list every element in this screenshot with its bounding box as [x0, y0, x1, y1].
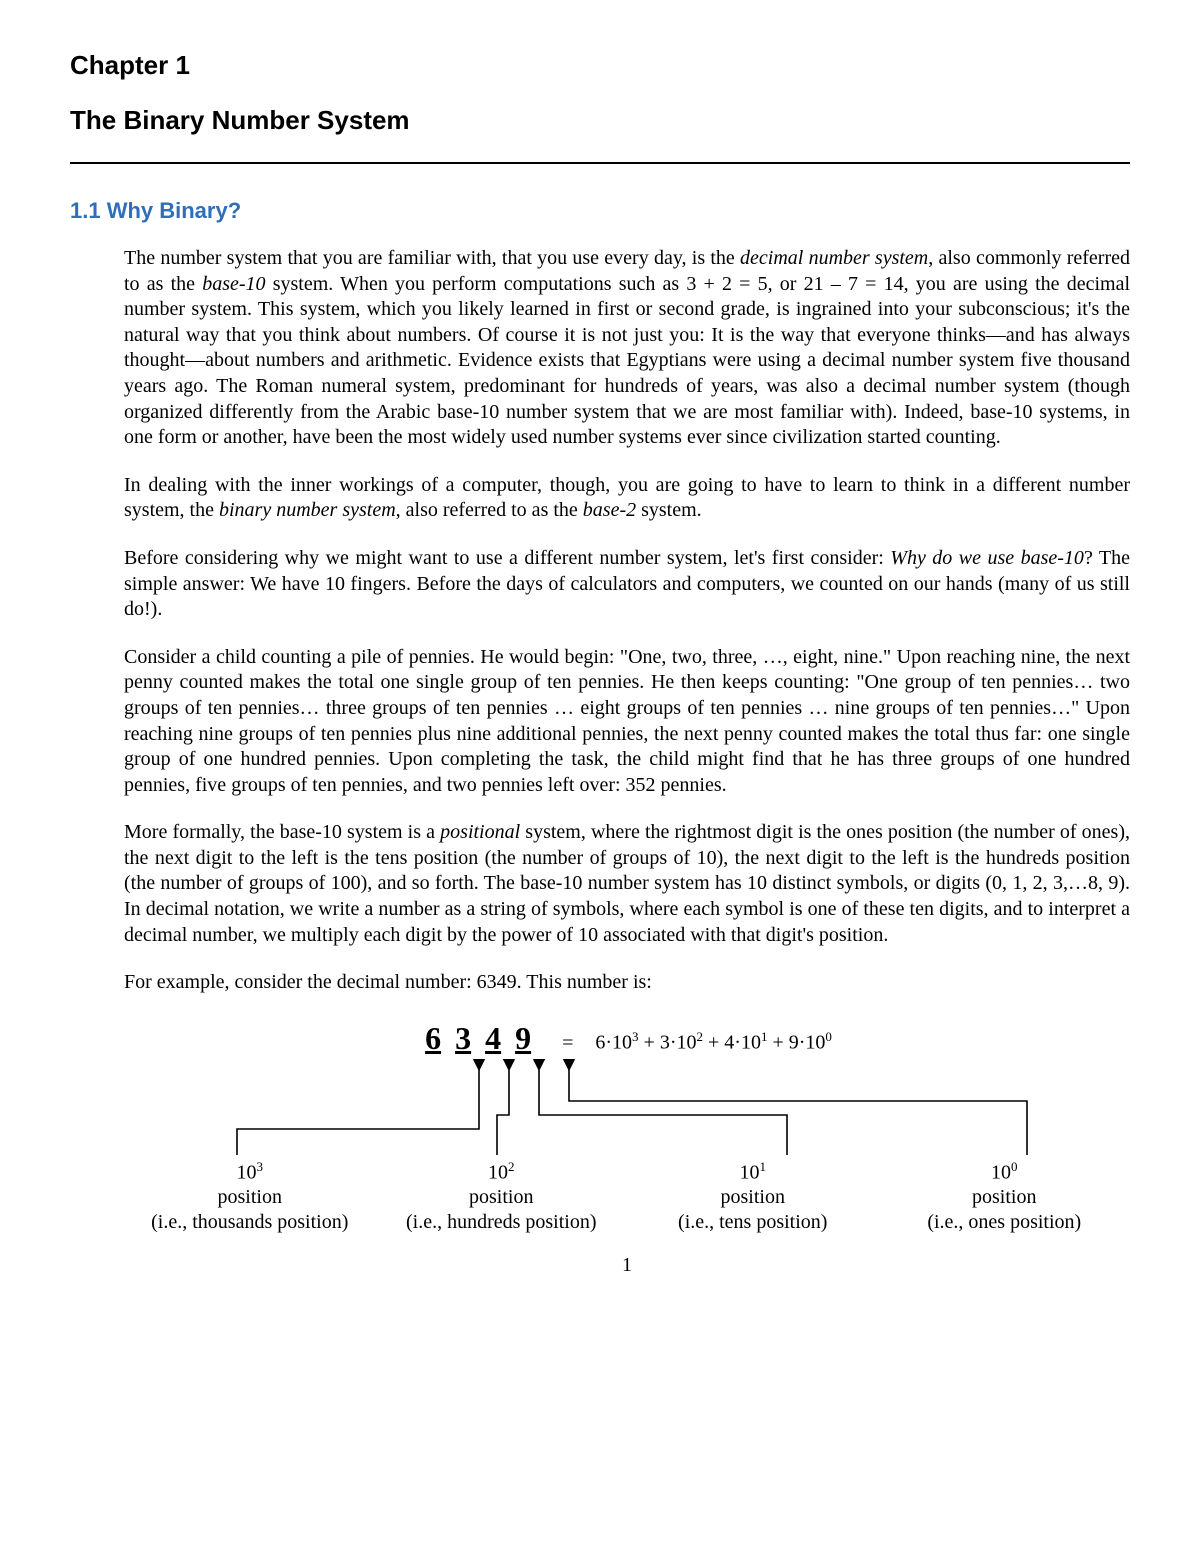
digit: 4 [482, 1018, 504, 1059]
digits-row: 6 3 4 9 = 6·103 + 3·102 + 4·101 + 9·100 [124, 1018, 1130, 1059]
expansion: 6·103 + 3·102 + 4·101 + 9·100 [595, 1029, 832, 1056]
digits-group: 6 3 4 9 [422, 1018, 534, 1059]
position-label: 101 position (i.e., tens position) [627, 1159, 879, 1236]
position-label: 103 position (i.e., thousands position) [124, 1159, 376, 1236]
paragraph: For example, consider the decimal number… [124, 970, 1130, 996]
position-label: 102 position (i.e., hundreds position) [376, 1159, 628, 1236]
digit: 3 [452, 1018, 474, 1059]
page-number: 1 [124, 1253, 1130, 1279]
paragraph: Consider a child counting a pile of penn… [124, 645, 1130, 799]
section-heading: 1.1 Why Binary? [70, 198, 1130, 224]
paragraph: The number system that you are familiar … [124, 246, 1130, 451]
equals-sign: = [562, 1031, 573, 1057]
paragraph: In dealing with the inner workings of a … [124, 473, 1130, 524]
body-text: The number system that you are familiar … [124, 246, 1130, 1279]
digit: 9 [512, 1018, 534, 1059]
labels-row: 103 position (i.e., thousands position) … [124, 1159, 1130, 1236]
chapter-title: The Binary Number System [70, 105, 1130, 136]
digit: 6 [422, 1018, 444, 1059]
paragraph: More formally, the base-10 system is a p… [124, 820, 1130, 948]
paragraph: Before considering why we might want to … [124, 546, 1130, 623]
position-label: 100 position (i.e., ones position) [879, 1159, 1131, 1236]
horizontal-rule [70, 162, 1130, 164]
document-page: Chapter 1 The Binary Number System 1.1 W… [0, 0, 1200, 1299]
arrow-diagram [127, 1059, 1127, 1159]
positional-diagram: 6 3 4 9 = 6·103 + 3·102 + 4·101 + 9·100 [124, 1018, 1130, 1236]
chapter-label: Chapter 1 [70, 50, 1130, 81]
